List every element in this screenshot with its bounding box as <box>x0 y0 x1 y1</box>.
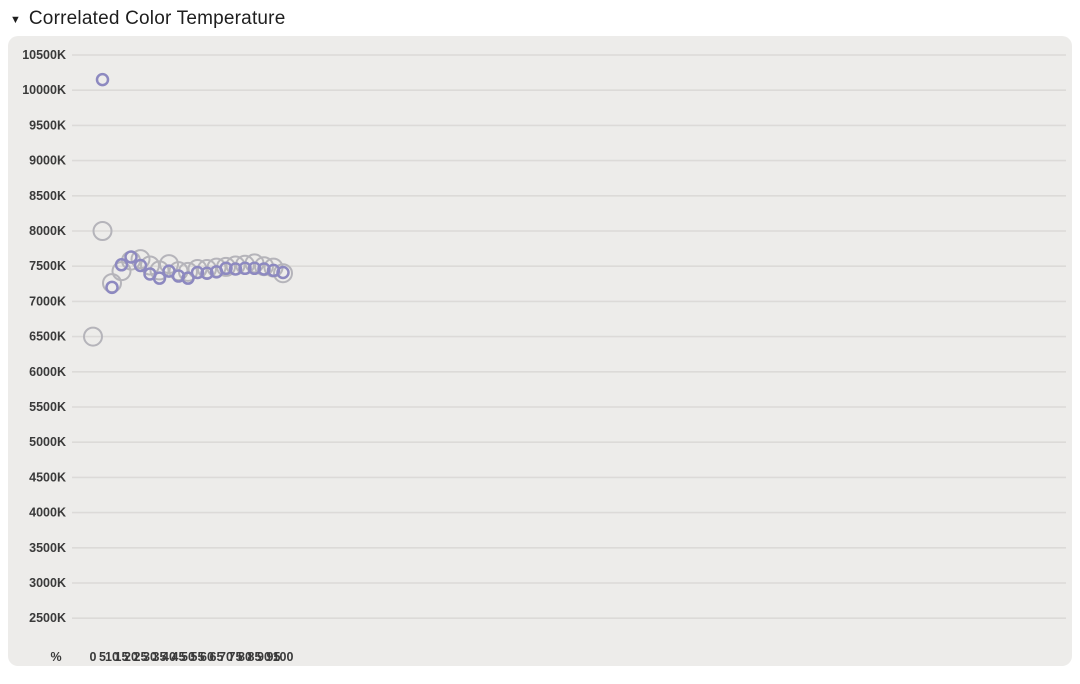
data-point-cct-large-gray-circles <box>273 263 293 284</box>
section-header[interactable]: ▼ Correlated Color Temperature <box>0 0 1080 36</box>
x-tick-label: 40 <box>162 650 176 664</box>
x-tick-label: 90 <box>257 650 271 664</box>
data-point-cct-small-purple-circles <box>257 262 271 276</box>
data-point-cct-large-gray-circles <box>92 221 113 241</box>
x-tick-label: 100 <box>273 650 294 664</box>
x-tick-label: 0 <box>90 650 97 664</box>
data-point-cct-small-purple-circles <box>276 265 290 280</box>
data-point-cct-large-gray-circles <box>140 255 160 276</box>
y-tick-label: 6500K <box>29 330 66 344</box>
cct-chart-panel: 2500K 3000K 3500K 4000K 4500K 5000K 5500K 6000K… <box>8 36 1072 666</box>
data-point-cct-small-purple-circles <box>200 266 214 280</box>
y-tick-label: 8500K <box>29 189 66 203</box>
y-tick-label: 4500K <box>29 470 66 484</box>
x-tick-label: 15 <box>115 650 129 664</box>
data-point-cct-small-purple-circles <box>219 261 233 276</box>
cct-chart-svg: 2500K 3000K 3500K 4000K 4500K 5000K 5500K 6000K… <box>22 48 1066 664</box>
data-point-cct-small-purple-circles <box>114 258 129 272</box>
collapse-toggle-icon[interactable]: ▼ <box>10 13 21 26</box>
y-tick-label: 10000K <box>22 83 66 97</box>
x-tick-label: 5 <box>99 650 106 664</box>
data-point-cct-small-purple-circles <box>152 271 167 285</box>
x-tick-label: 10 <box>105 650 119 664</box>
y-tick-label: 5000K <box>29 435 66 449</box>
x-tick-label: 65 <box>210 650 224 664</box>
x-tick-label: 35 <box>153 650 167 664</box>
y-tick-label: 7500K <box>29 259 66 273</box>
data-point-cct-small-purple-circles <box>133 258 148 273</box>
data-point-cct-small-purple-circles <box>247 261 262 276</box>
x-tick-label: 80 <box>238 650 252 664</box>
data-point-cct-small-purple-circles <box>190 265 205 280</box>
y-tick-label: 9500K <box>29 118 66 132</box>
data-point-cct-small-purple-circles <box>124 250 138 264</box>
data-point-cct-small-purple-circles <box>238 261 252 276</box>
x-tick-label: 95 <box>267 650 281 664</box>
x-tick-label: 30 <box>143 650 157 664</box>
y-tick-label: 6000K <box>29 365 66 379</box>
data-point-cct-large-gray-circles <box>83 326 103 347</box>
y-tick-label: 5500K <box>29 400 66 414</box>
data-point-cct-small-purple-circles <box>105 280 119 295</box>
x-tick-label: 70 <box>219 650 233 664</box>
x-tick-label: 45 <box>172 650 186 664</box>
x-tick-label: 20 <box>124 650 138 664</box>
x-tick-label: 50 <box>181 650 195 664</box>
y-tick-label: 7000K <box>29 294 66 308</box>
y-tick-label: 9000K <box>29 154 66 168</box>
x-axis-unit-label: % <box>50 650 61 664</box>
y-tick-label: 10500K <box>22 48 66 62</box>
data-point-cct-small-purple-circles <box>228 262 243 276</box>
y-tick-label: 3500K <box>29 541 66 555</box>
x-tick-label: 60 <box>200 650 214 664</box>
y-tick-label: 4000K <box>29 506 66 520</box>
x-tick-label: 85 <box>248 650 262 664</box>
y-tick-label: 2500K <box>29 611 66 625</box>
section-title: Correlated Color Temperature <box>28 8 286 29</box>
x-tick-label: 75 <box>229 650 243 664</box>
x-tick-label: 25 <box>134 650 148 664</box>
y-tick-label: 3000K <box>29 576 66 590</box>
data-point-cct-small-purple-circles <box>181 271 195 285</box>
data-point-cct-small-purple-circles <box>95 72 110 87</box>
x-tick-label: 55 <box>191 650 205 664</box>
y-tick-label: 8000K <box>29 224 66 238</box>
data-point-cct-large-gray-circles <box>168 261 189 282</box>
